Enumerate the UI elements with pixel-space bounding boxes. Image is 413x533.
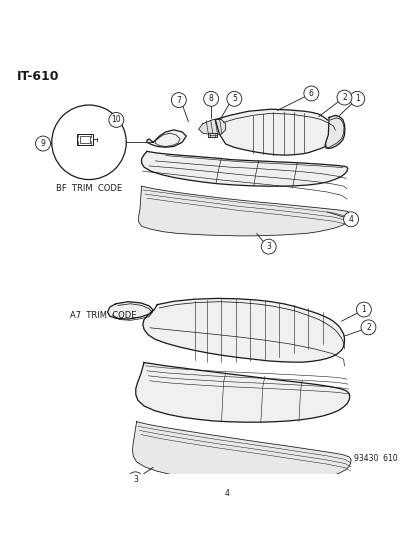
- Polygon shape: [135, 362, 349, 422]
- Text: 93430  610: 93430 610: [353, 454, 396, 463]
- Text: 4: 4: [348, 215, 353, 224]
- Bar: [80, 136, 90, 143]
- Polygon shape: [324, 115, 344, 149]
- Polygon shape: [198, 119, 225, 135]
- Polygon shape: [147, 130, 186, 147]
- Circle shape: [52, 105, 126, 180]
- Text: 1: 1: [361, 305, 366, 314]
- Circle shape: [219, 486, 234, 501]
- Circle shape: [203, 91, 218, 106]
- Circle shape: [261, 239, 275, 254]
- Polygon shape: [132, 422, 350, 481]
- Circle shape: [109, 112, 123, 127]
- Text: 2: 2: [341, 93, 346, 102]
- Bar: [76, 134, 93, 145]
- Circle shape: [171, 93, 186, 108]
- Text: BF  TRIM  CODE: BF TRIM CODE: [56, 184, 122, 193]
- Polygon shape: [142, 298, 344, 362]
- Polygon shape: [138, 186, 349, 236]
- Text: 8: 8: [208, 94, 213, 103]
- Text: 6: 6: [308, 89, 313, 98]
- Circle shape: [336, 90, 351, 105]
- Polygon shape: [141, 151, 347, 186]
- Circle shape: [226, 91, 241, 106]
- Text: 1: 1: [354, 94, 359, 103]
- Polygon shape: [208, 133, 217, 138]
- Text: 9: 9: [40, 139, 45, 148]
- Polygon shape: [215, 109, 335, 155]
- Circle shape: [303, 86, 318, 101]
- Text: 10: 10: [111, 116, 121, 124]
- Text: IT-610: IT-610: [17, 70, 59, 83]
- Text: 3: 3: [133, 475, 138, 484]
- Text: 4: 4: [224, 489, 229, 498]
- Text: 5: 5: [231, 94, 236, 103]
- Text: 2: 2: [365, 323, 370, 332]
- Circle shape: [36, 136, 50, 151]
- Circle shape: [356, 302, 370, 317]
- Polygon shape: [107, 302, 153, 319]
- Text: 3: 3: [266, 242, 271, 251]
- Text: 7: 7: [176, 95, 181, 104]
- Circle shape: [128, 472, 142, 487]
- Circle shape: [343, 212, 358, 227]
- Text: A7  TRIM  CODE: A7 TRIM CODE: [70, 311, 137, 320]
- Circle shape: [360, 320, 375, 335]
- Circle shape: [349, 91, 364, 106]
